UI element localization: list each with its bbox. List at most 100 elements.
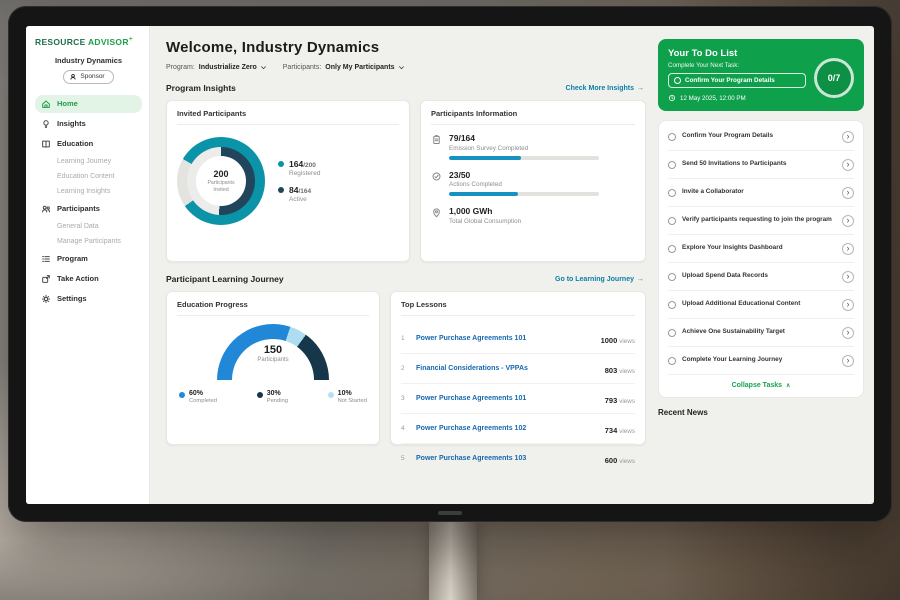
- task-row-complete-learning-journey[interactable]: Complete Your Learning Journey ›: [668, 347, 854, 375]
- sidebar-item-learning-insights[interactable]: Learning Insights: [57, 188, 111, 196]
- person-icon: [70, 73, 76, 80]
- todo-progress-ring: 0/7: [814, 58, 854, 98]
- task-label: Upload Additional Educational Content: [682, 300, 801, 308]
- lesson-views-unit: views: [619, 397, 635, 405]
- invited-participants-card: Invited Participants 200 Participants In…: [166, 100, 410, 262]
- clipboard-icon: [433, 135, 440, 145]
- task-row-achieve-target[interactable]: Achieve One Sustainability Target ›: [668, 319, 854, 347]
- lesson-link[interactable]: Power Purchase Agreements 102: [416, 425, 527, 432]
- chevron-right-icon[interactable]: ›: [842, 130, 854, 143]
- sidebar-item-take-action[interactable]: Take Action: [35, 270, 142, 288]
- checkbox-icon[interactable]: [668, 160, 676, 169]
- stat-actions-completed: 23/50 Actions Completed: [431, 170, 635, 196]
- program-select[interactable]: Industrialize Zero: [199, 64, 267, 71]
- book-icon: [42, 140, 50, 148]
- task-row-upload-educational-content[interactable]: Upload Additional Educational Content ›: [668, 291, 854, 319]
- gauge-center-value: 150: [263, 344, 283, 356]
- chevron-right-icon[interactable]: ›: [842, 270, 854, 283]
- chevron-down-icon: [398, 66, 404, 70]
- lesson-link[interactable]: Financial Considerations - VPPAs: [416, 365, 528, 372]
- collapse-tasks-link[interactable]: Collapse Tasks ∧: [668, 375, 854, 392]
- todo-panel: Your To Do List Complete Your Next Task:…: [656, 26, 874, 504]
- todo-progress-text: 0/7: [827, 73, 841, 83]
- checkbox-icon[interactable]: [674, 77, 681, 84]
- sidebar-nav: Home Insights Education Learning Journey…: [35, 94, 142, 310]
- list-icon: [42, 255, 50, 262]
- task-row-verify-participants[interactable]: Verify participants requesting to join t…: [668, 207, 854, 235]
- chevron-up-icon: ∧: [786, 383, 791, 389]
- checkbox-icon[interactable]: [668, 244, 676, 253]
- chevron-right-icon[interactable]: ›: [842, 298, 854, 311]
- go-to-learning-journey-link[interactable]: Go to Learning Journey →: [555, 276, 644, 283]
- sidebar-item-home[interactable]: Home: [35, 94, 142, 113]
- progress-bar-fill: [449, 192, 518, 196]
- lesson-views-unit: views: [619, 457, 635, 465]
- checkbox-icon[interactable]: [668, 300, 676, 309]
- sidebar-item-label: Education: [57, 139, 94, 149]
- sidebar-item-manage-participants[interactable]: Manage Participants: [57, 238, 121, 246]
- checkbox-icon[interactable]: [668, 188, 676, 197]
- checkbox-icon[interactable]: [668, 272, 676, 281]
- sidebar-item-education[interactable]: Education: [35, 135, 142, 153]
- chevron-right-icon[interactable]: ›: [842, 158, 854, 171]
- task-row-invite-collaborator[interactable]: Invite a Collaborator ›: [668, 179, 854, 207]
- legend-dot: [327, 392, 334, 398]
- legend-label: Completed: [189, 398, 218, 404]
- participants-information-title: Participants Information: [431, 109, 635, 125]
- legend-text: 10% Not Started: [338, 390, 367, 404]
- sidebar-item-label: Insights: [57, 119, 86, 129]
- learning-journey-header: Participant Learning Journey Go to Learn…: [166, 274, 646, 284]
- checkbox-icon[interactable]: [668, 216, 676, 225]
- lesson-rank: 1: [401, 335, 405, 342]
- lesson-rank: 5: [401, 455, 405, 462]
- chevron-right-icon[interactable]: ›: [842, 242, 854, 255]
- participants-select[interactable]: Only My Participants: [325, 64, 404, 71]
- stat-emission-survey: 79/164 Emission Survey Completed: [431, 133, 635, 160]
- sidebar-item-label: Program: [57, 254, 88, 264]
- check-more-insights-link[interactable]: Check More Insights →: [566, 85, 644, 92]
- sidebar-item-education-content[interactable]: Education Content: [57, 173, 115, 181]
- sidebar-item-program[interactable]: Program: [35, 250, 142, 268]
- legend-text: 60% Completed: [189, 390, 217, 404]
- lesson-link[interactable]: Power Purchase Agreements 103: [416, 455, 527, 462]
- task-row-confirm-program[interactable]: Confirm Your Program Details ›: [668, 123, 854, 151]
- task-row-send-invitations[interactable]: Send 50 Invitations to Participants ›: [668, 151, 854, 179]
- checkbox-icon[interactable]: [668, 132, 676, 141]
- legend-label: Registered: [289, 170, 321, 177]
- sidebar-item-general-data[interactable]: General Data: [57, 223, 99, 231]
- lesson-row: 2 Financial Considerations - VPPAs 803 vi…: [401, 354, 635, 384]
- sidebar-item-participants[interactable]: Participants: [35, 200, 142, 218]
- lesson-rank: 2: [401, 365, 405, 372]
- chevron-right-icon[interactable]: ›: [842, 214, 854, 227]
- sidebar-item-settings[interactable]: Settings: [35, 290, 142, 308]
- lesson-views-unit: views: [619, 337, 635, 345]
- learning-cards-row: Education Progress 150 Participants: [166, 291, 646, 465]
- checkbox-icon[interactable]: [668, 328, 676, 337]
- task-label: Explore Your Insights Dashboard: [682, 244, 783, 252]
- legend-value: 84/164: [289, 185, 311, 195]
- legend-value-of: /200: [303, 162, 316, 169]
- legend-pct: 10%: [337, 390, 352, 397]
- chevron-right-icon[interactable]: ›: [842, 354, 854, 367]
- legend-text: 164/200 Registered: [289, 159, 320, 177]
- checkbox-icon[interactable]: [668, 356, 676, 365]
- donut-center-value: 200: [213, 169, 229, 179]
- filters-bar: Program: Industrialize Zero Participants…: [166, 64, 646, 71]
- learning-journey-heading: Participant Learning Journey: [166, 274, 284, 284]
- sidebar-item-learning-journey[interactable]: Learning Journey: [57, 158, 112, 166]
- task-row-upload-spend-data[interactable]: Upload Spend Data Records ›: [668, 263, 854, 291]
- stat-value: 1,000 GWh: [449, 206, 493, 216]
- participants-select-value: Only My Participants: [325, 64, 395, 71]
- lesson-link[interactable]: Power Purchase Agreements 101: [416, 395, 527, 402]
- legend-item-active: 84/164 Active: [278, 185, 320, 203]
- chevron-right-icon[interactable]: ›: [842, 326, 854, 339]
- legend-pct: 60%: [189, 390, 204, 397]
- invited-participants-title: Invited Participants: [177, 109, 399, 125]
- sidebar-item-insights[interactable]: Insights: [35, 115, 142, 133]
- chevron-right-icon[interactable]: ›: [842, 186, 854, 199]
- next-task-pill[interactable]: Confirm Your Program Details: [668, 73, 806, 88]
- monitor-brand-mark: [438, 511, 462, 515]
- sponsor-badge[interactable]: Sponsor: [63, 69, 114, 84]
- lesson-link[interactable]: Power Purchase Agreements 101: [416, 335, 527, 342]
- task-row-explore-insights[interactable]: Explore Your Insights Dashboard ›: [668, 235, 854, 263]
